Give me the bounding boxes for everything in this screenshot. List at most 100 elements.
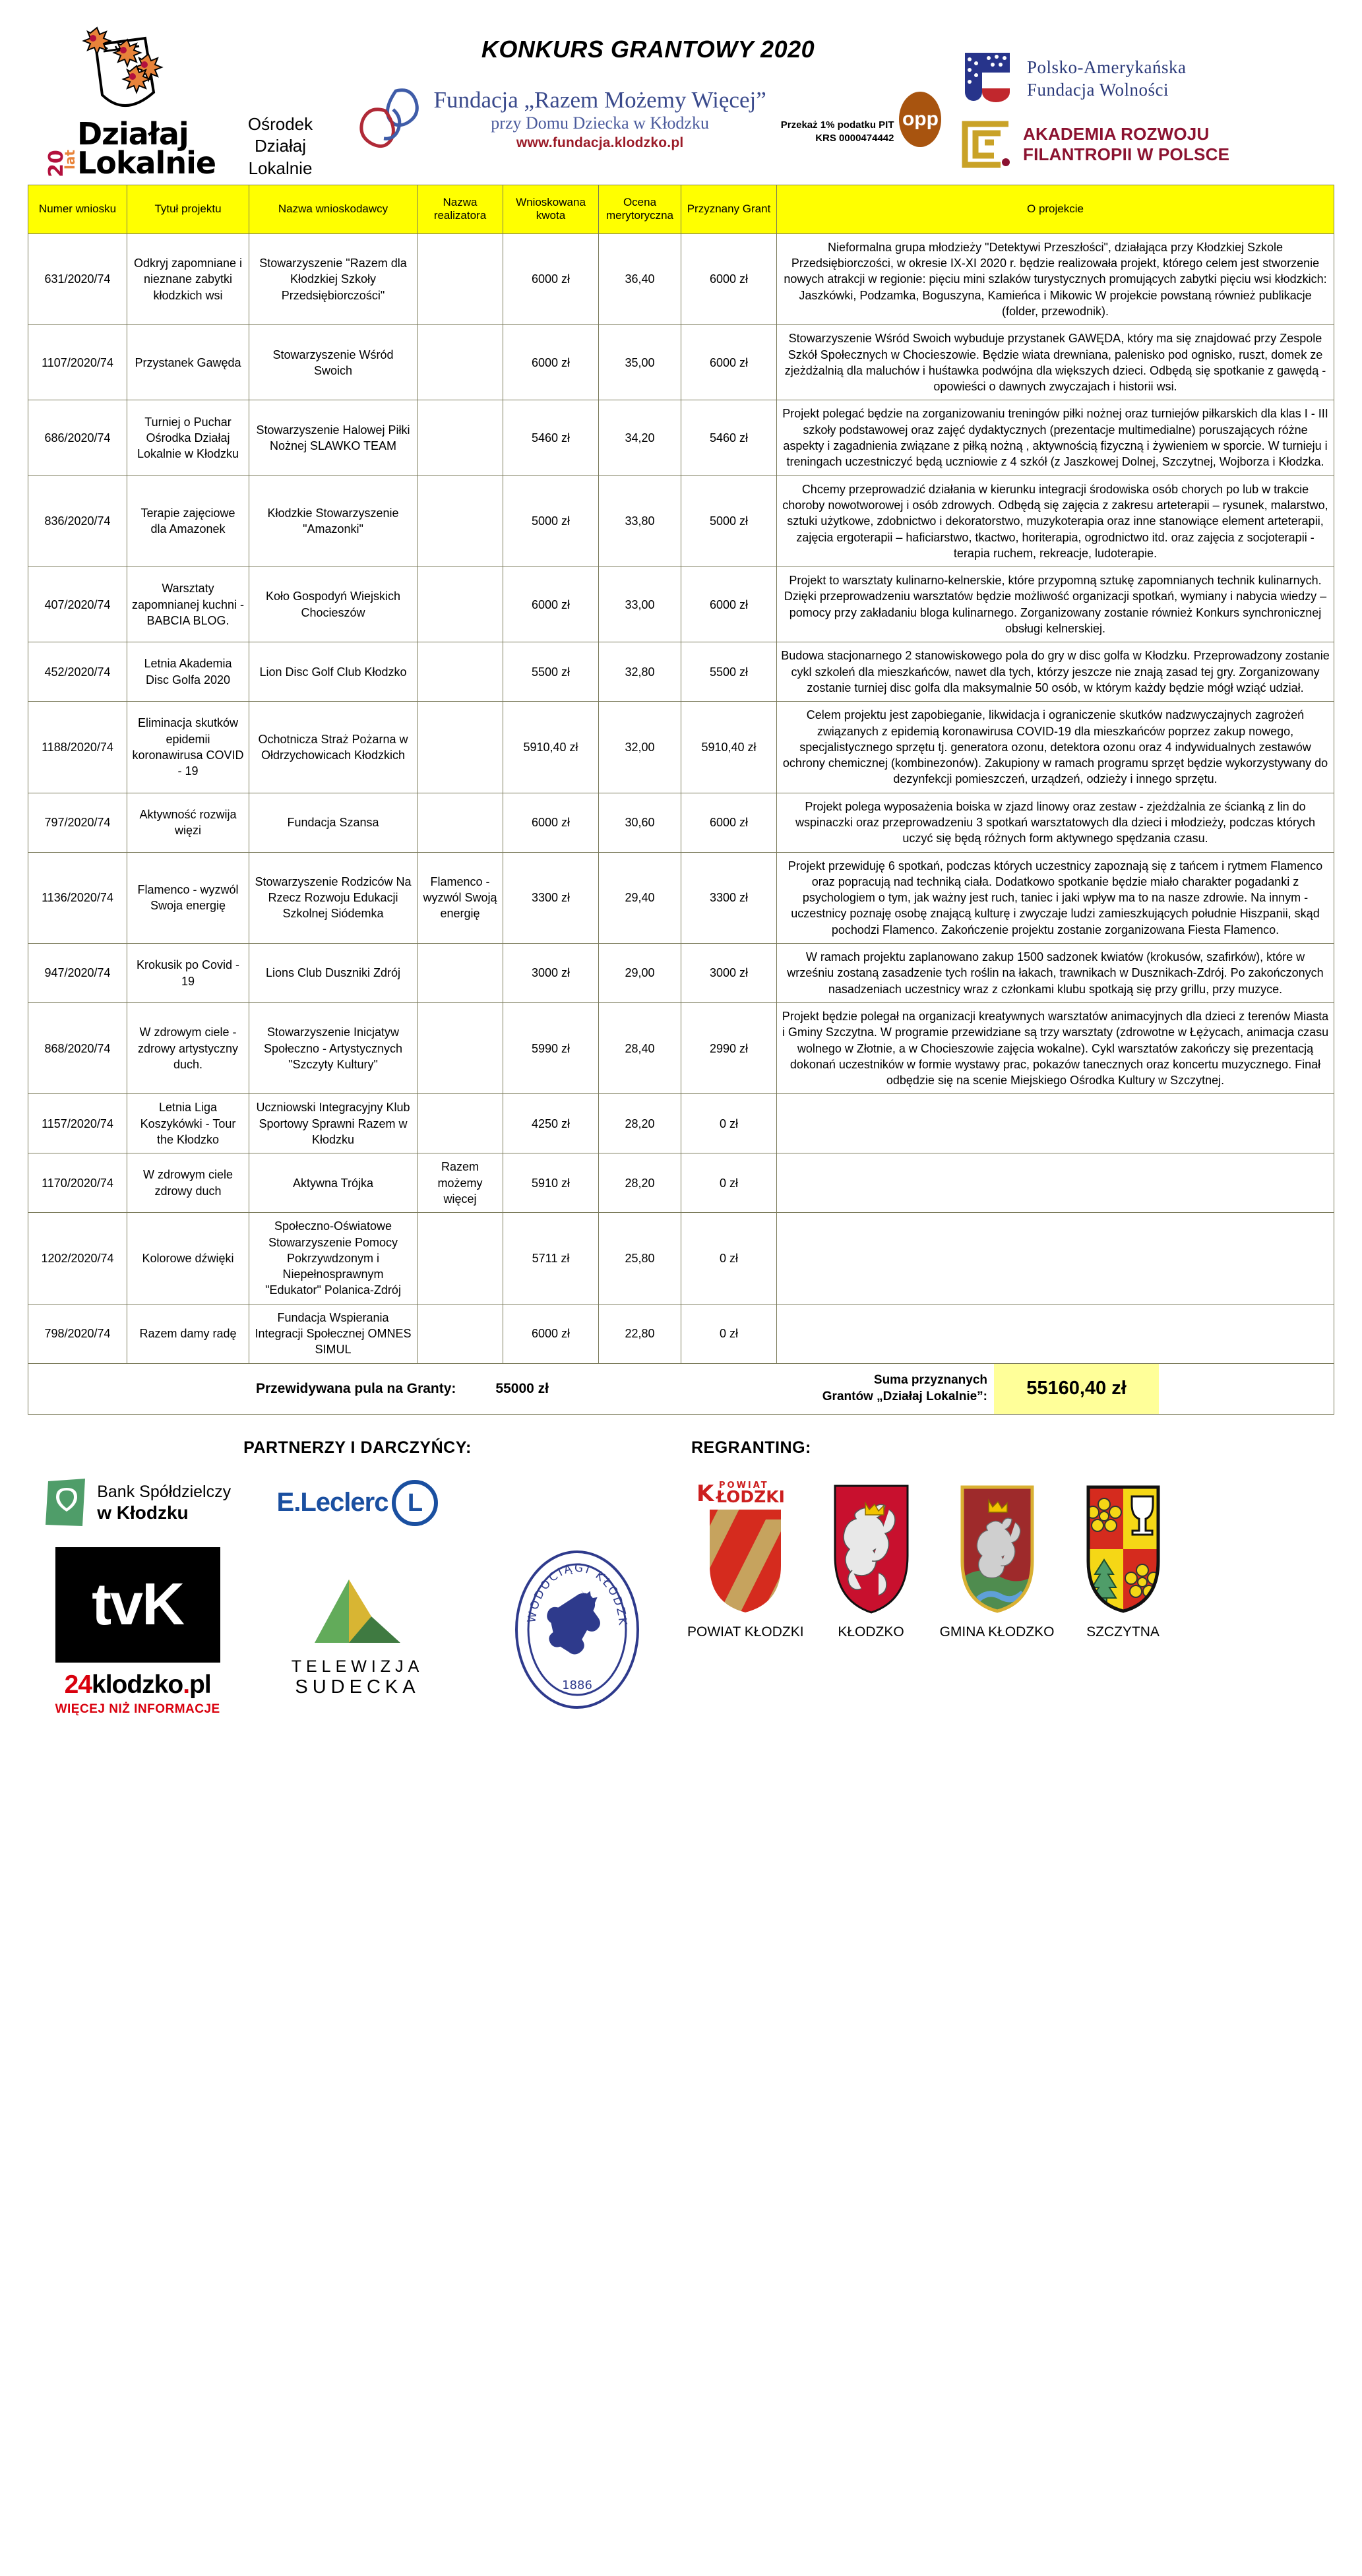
cell-przyznany-grant: 2990 zł: [681, 1002, 777, 1095]
cell-o-projekcie: Projekt to warsztaty kulinarno-kelnerski…: [776, 567, 1334, 643]
bank-line-1: Bank Spółdzielczy: [97, 1482, 232, 1501]
cell-ocena-merytoryczna: 30,60: [598, 792, 681, 853]
cell-nazwa-wnioskodawcy: Ochotnicza Straż Pożarna w Ołdrzychowica…: [249, 701, 418, 793]
cell-tytul-projektu: Letnia Akademia Disc Golfa 2020: [127, 642, 249, 702]
table-row: 1157/2020/74 Letnia Liga Koszykówki - Tou…: [28, 1093, 1334, 1154]
partner-bank-spoldzielczy: Bank Spółdzielczy w Kłodzku: [44, 1477, 231, 1529]
opp-block: Przekaż 1% podatku PIT KRS 0000474442 op…: [781, 92, 942, 147]
cell-przyznany-grant: 6000 zł: [681, 567, 777, 643]
cell-numer-wniosku: 452/2020/74: [28, 642, 127, 702]
cell-ocena-merytoryczna: 28,20: [598, 1153, 681, 1213]
opp-badge-icon: opp: [899, 92, 942, 147]
cell-wnioskowana-kwota: 5711 zł: [503, 1212, 599, 1304]
20-lat-badge-icon: 20 lat: [45, 150, 78, 177]
partner-e-leclerc: E.Leclerc L: [277, 1479, 439, 1526]
pool-block: Przewidywana pula na Granty: 55000 zł: [28, 1364, 776, 1414]
powiat-klodzki-shield-icon: [708, 1508, 782, 1614]
pafw-line-2: Fundacja Wolności: [1027, 80, 1169, 100]
wodociagi-year: 1886: [562, 1678, 592, 1692]
table-row: 631/2020/74 Odkryj zapomniane i nieznane …: [28, 233, 1334, 326]
pafw-text: Polsko-Amerykańska Fundacja Wolności: [1027, 57, 1186, 102]
cell-ocena-merytoryczna: 28,20: [598, 1093, 681, 1154]
cell-wnioskowana-kwota: 6000 zł: [503, 567, 599, 643]
sum-label-line-2: Grantów „Działaj Lokalnie”:: [822, 1389, 987, 1403]
table-row: 947/2020/74 Krokusik po Covid - 19 Lions C…: [28, 943, 1334, 1003]
cell-nazwa-wnioskodawcy: Stowarzyszenie Rodziców Na Rzecz Rozwoju…: [249, 851, 418, 944]
cell-tytul-projektu: Warsztaty zapomnianej kuchni - BABCIA BL…: [127, 567, 249, 643]
cell-nazwa-realizatora: Flamenco - wyzwól Swoją energię: [417, 851, 503, 944]
cell-ocena-merytoryczna: 33,80: [598, 475, 681, 568]
cell-o-projekcie: W ramach projektu zaplanowano zakup 1500…: [776, 943, 1334, 1003]
cell-ocena-merytoryczna: 32,80: [598, 642, 681, 702]
cell-tytul-projektu: Eliminacja skutków epidemii koronawirusa…: [127, 701, 249, 793]
cell-tytul-projektu: Turniej o Puchar Ośrodka Działaj Lokalni…: [127, 400, 249, 476]
cell-wnioskowana-kwota: 5000 zł: [503, 475, 599, 568]
cell-nazwa-wnioskodawcy: Fundacja Wspierania Integracji Społeczne…: [249, 1303, 418, 1364]
partner-tvk: tvK 24klodzko.pl WIĘCEJ NIŻ INFORMACJE: [55, 1547, 220, 1717]
dl-word-lokalnie: Lokalnie: [77, 144, 216, 181]
pit-line-1: Przekaż 1% podatku PIT: [780, 119, 894, 131]
cell-przyznany-grant: 5460 zł: [681, 400, 777, 476]
cell-tytul-projektu: W zdrowym ciele - zdrowy artystyczny duc…: [127, 1002, 249, 1095]
cell-nazwa-realizatora: [417, 233, 503, 326]
dl-word-dzialaj: Działaj: [77, 116, 189, 152]
cell-wnioskowana-kwota: 5910 zł: [503, 1153, 599, 1213]
table-row: 1136/2020/74 Flamenco - wyzwól Swoja ener…: [28, 851, 1334, 944]
fundacja-website[interactable]: www.fundacja.klodzko.pl: [516, 135, 684, 151]
table-row: 797/2020/74 Aktywność rozwija więzi Fundac…: [28, 792, 1334, 853]
cell-ocena-merytoryczna: 36,40: [598, 233, 681, 326]
cell-o-projekcie: [776, 1153, 1334, 1213]
cell-o-projekcie: Projekt będzie polegał na organizacji kr…: [776, 1002, 1334, 1095]
cell-ocena-merytoryczna: 25,80: [598, 1212, 681, 1304]
summary-spacer: [1159, 1364, 1334, 1414]
cell-nazwa-wnioskodawcy: Stowarzyszenie Wśród Swoich: [249, 324, 418, 401]
fundacja-subtitle: przy Domu Dziecka w Kłodzku: [491, 113, 709, 133]
cell-wnioskowana-kwota: 3000 zł: [503, 943, 599, 1003]
table-row: 868/2020/74 W zdrowym ciele - zdrowy arty…: [28, 1002, 1334, 1095]
cell-o-projekcie: Projekt przewiduję 6 spotkań, podczas kt…: [776, 851, 1334, 944]
cell-nazwa-realizatora: [417, 400, 503, 476]
cell-ocena-merytoryczna: 29,40: [598, 851, 681, 944]
osrodek-line-3: Lokalnie: [248, 158, 313, 178]
cell-tytul-projektu: Flamenco - wyzwól Swoja energię: [127, 851, 249, 944]
fundacja-text: Fundacja „Razem Możemy Więcej” przy Domu…: [434, 87, 766, 152]
crest-powiat-klodzki: K POWIAT ŁODZKI: [687, 1477, 804, 1640]
header-center: KONKURS GRANTOWY 2020 Fundacja „Razem Mo…: [336, 15, 960, 156]
cell-tytul-projektu: W zdrowym ciele zdrowy duch: [127, 1153, 249, 1213]
cell-o-projekcie: Chcemy przeprowadzić działania w kierunk…: [776, 475, 1334, 568]
table-row: 452/2020/74 Letnia Akademia Disc Golfa 20…: [28, 642, 1334, 702]
partner-wodociagi-klodzkie: WODOCIĄGI KŁODZKIE 1886: [507, 1539, 643, 1714]
cell-numer-wniosku: 631/2020/74: [28, 233, 127, 326]
cell-tytul-projektu: Terapie zajęciowe dla Amazonek: [127, 475, 249, 568]
cell-nazwa-wnioskodawcy: Fundacja Szansa: [249, 792, 418, 853]
osrodek-line-1: Ośrodek: [247, 114, 313, 134]
cell-przyznany-grant: 5000 zł: [681, 475, 777, 568]
pafw-line-1: Polsko-Amerykańska: [1027, 57, 1187, 78]
grants-table-body: 631/2020/74 Odkryj zapomniane i nieznane …: [28, 233, 1334, 1364]
col-ocena-merytoryczna: Ocena merytoryczna: [598, 185, 681, 234]
cell-o-projekcie: [776, 1303, 1334, 1364]
col-o-projekcie: O projekcie: [776, 185, 1334, 234]
szczytna-shield-icon: [1086, 1485, 1160, 1613]
sum-total-value: 55160,40 zł: [994, 1363, 1159, 1414]
sudecka-line-1: TELEWIZJA: [291, 1657, 424, 1676]
cell-tytul-projektu: Krokusik po Covid - 19: [127, 943, 249, 1003]
cell-o-projekcie: Projekt polegać będzie na zorganizowaniu…: [776, 400, 1334, 476]
cell-nazwa-wnioskodawcy: Stowarzyszenie Inicjatyw Społeczno - Art…: [249, 1002, 418, 1095]
header-right-logos: Polsko-Amerykańska Fundacja Wolności AKA…: [960, 15, 1342, 169]
cell-wnioskowana-kwota: 6000 zł: [503, 324, 599, 401]
table-row: 1202/2020/74 Kolorowe dźwięki Społeczno-Oś…: [28, 1212, 1334, 1304]
cell-tytul-projektu: Razem damy radę: [127, 1303, 249, 1364]
cell-ocena-merytoryczna: 34,20: [598, 400, 681, 476]
crest-caption-klodzko: KŁODZKO: [838, 1624, 904, 1640]
cell-o-projekcie: [776, 1093, 1334, 1154]
cell-numer-wniosku: 686/2020/74: [28, 400, 127, 476]
cell-ocena-merytoryczna: 28,40: [598, 1002, 681, 1095]
col-tytul-projektu: Tytuł projektu: [127, 185, 249, 234]
cell-tytul-projektu: Letnia Liga Koszykówki - Tour the Kłodzk…: [127, 1093, 249, 1154]
crest-gmina-klodzko: GMINA KŁODZKO: [939, 1483, 1055, 1640]
cell-nazwa-realizatora: [417, 475, 503, 568]
cell-o-projekcie: Budowa stacjonarnego 2 stanowiskowego po…: [776, 642, 1334, 702]
cell-numer-wniosku: 1157/2020/74: [28, 1093, 127, 1154]
cell-numer-wniosku: 798/2020/74: [28, 1303, 127, 1364]
